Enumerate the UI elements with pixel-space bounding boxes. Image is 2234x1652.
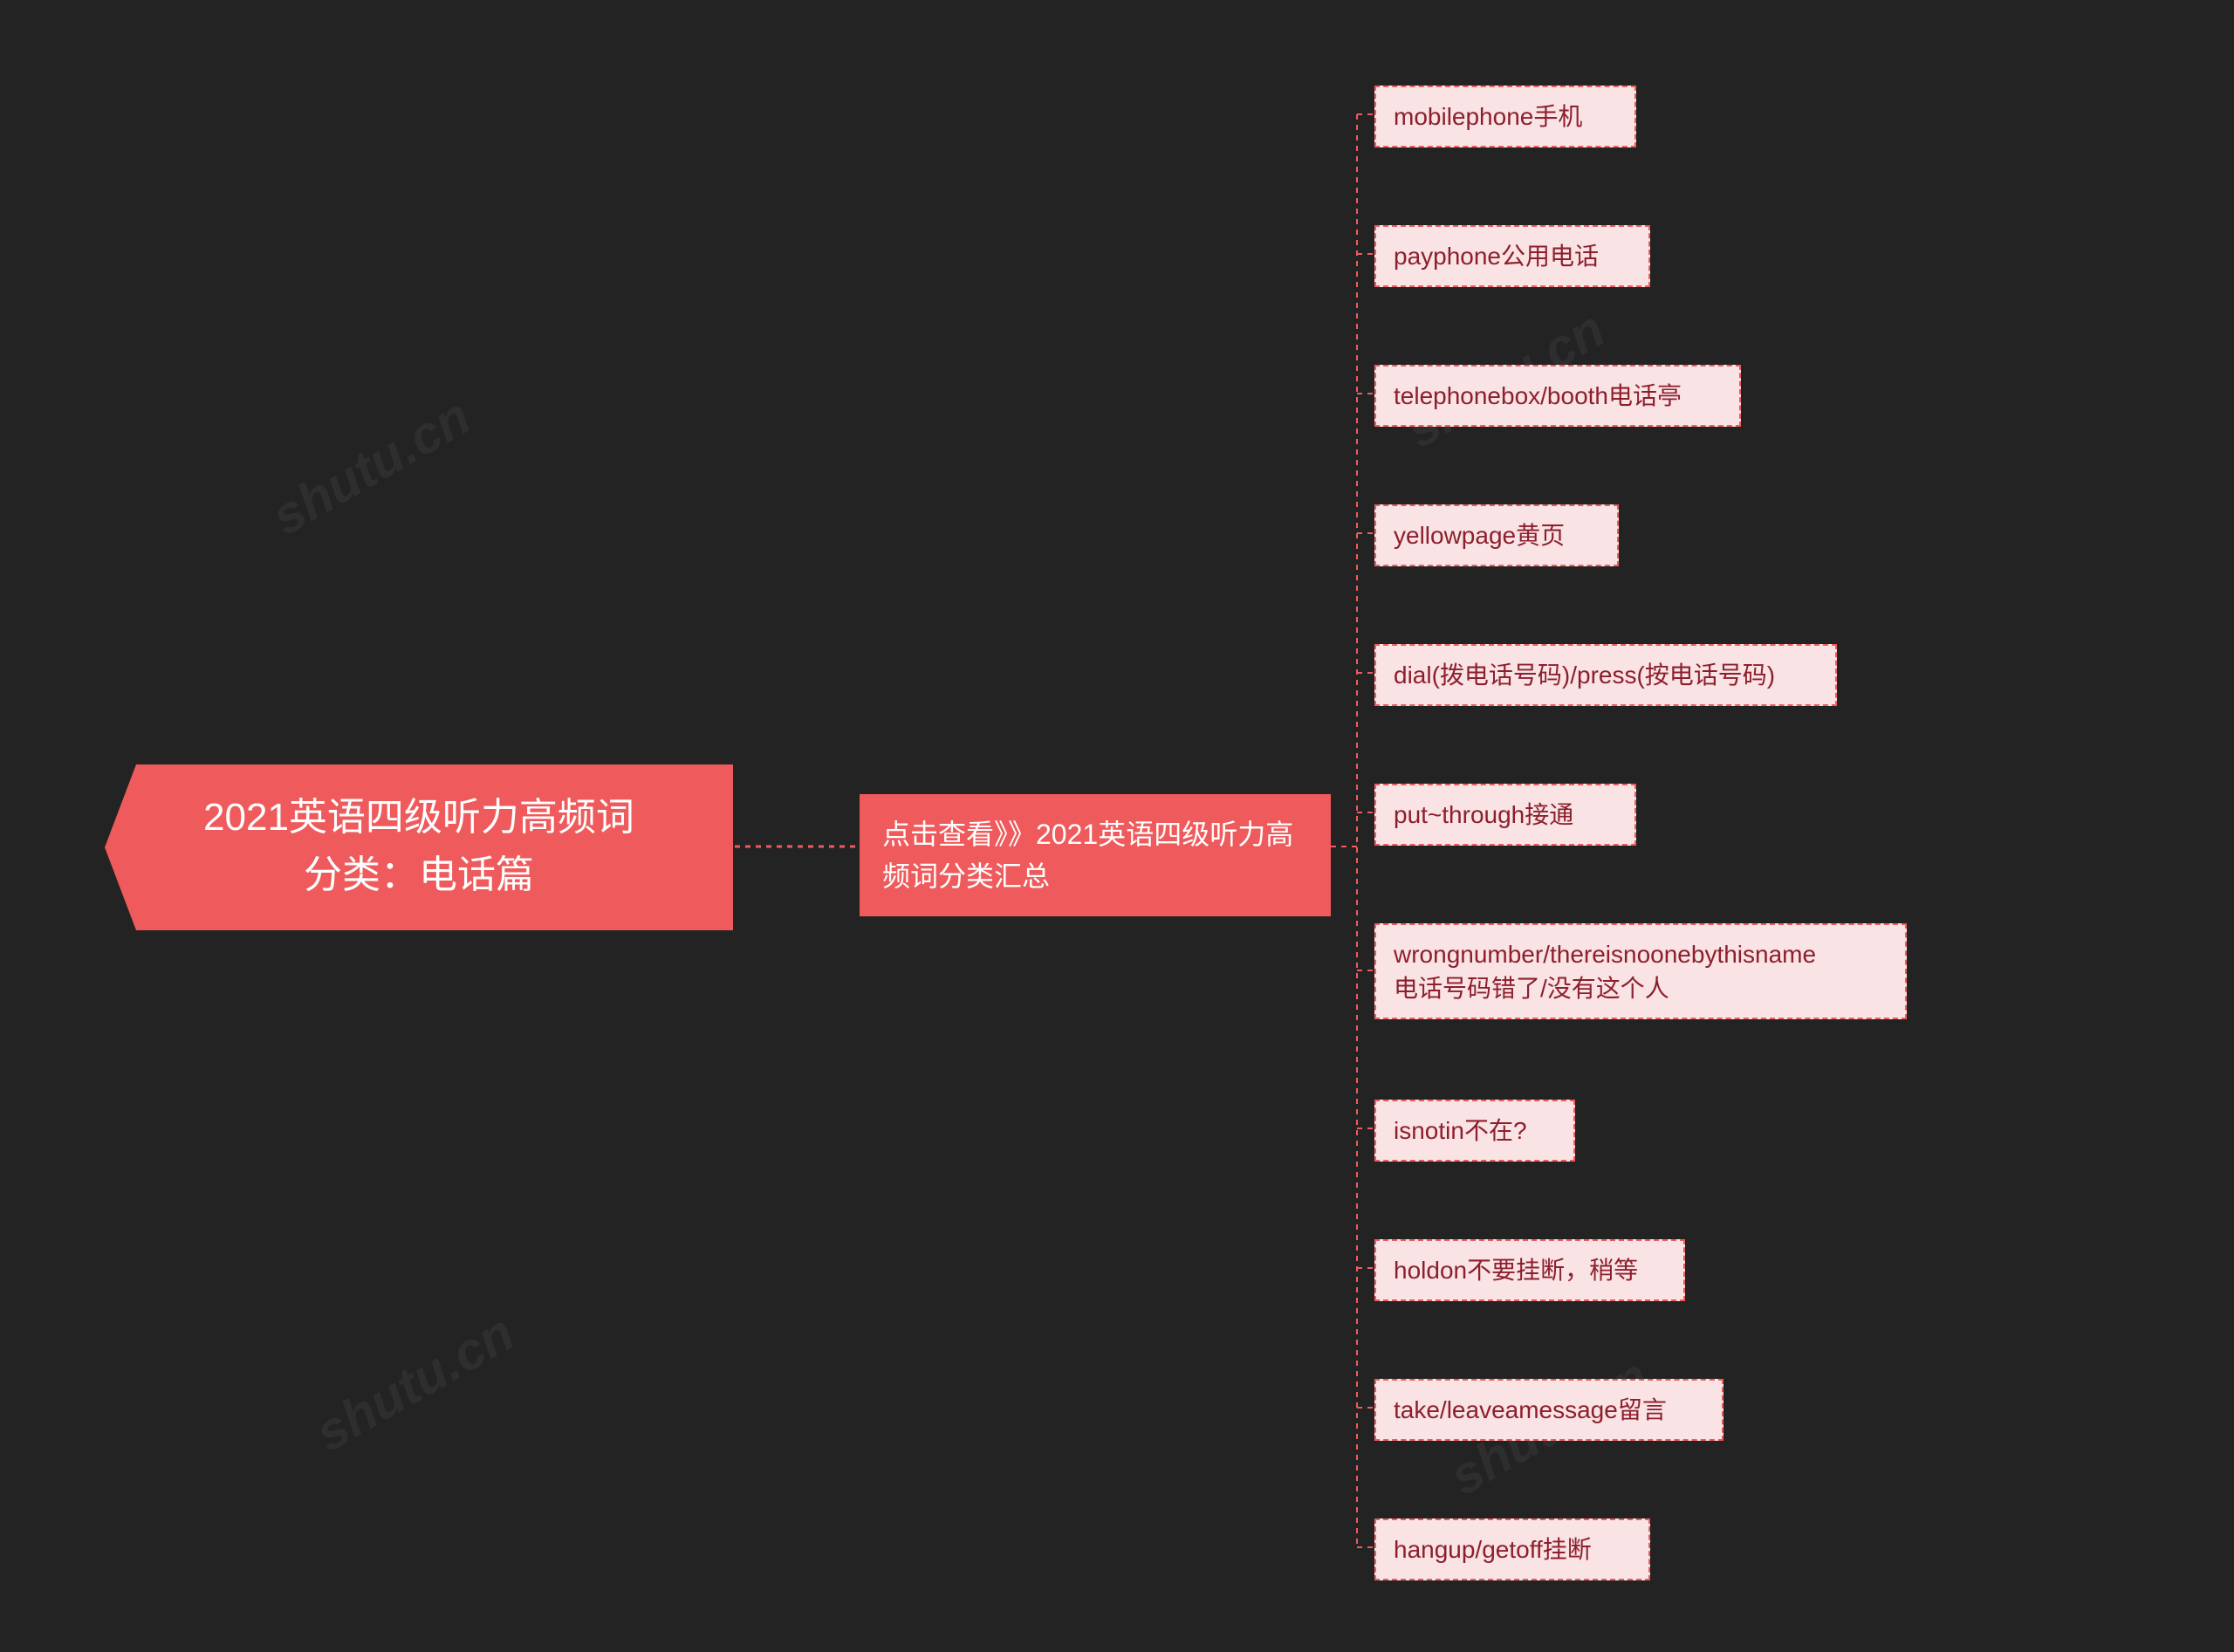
branch-label-line2: 频词分类汇总 bbox=[882, 855, 1308, 897]
watermark: shutu.cn bbox=[261, 386, 480, 547]
leaf-node[interactable]: hangup/getoff挂断 bbox=[1374, 1518, 1650, 1580]
leaf-node[interactable]: put~through接通 bbox=[1374, 784, 1636, 846]
watermark: shutu.cn bbox=[305, 1302, 524, 1463]
leaf-label: mobilephone手机 bbox=[1394, 103, 1582, 130]
leaf-label: dial(拨电话号码)/press(按电话号码) bbox=[1394, 661, 1775, 689]
leaf-label: hangup/getoff挂断 bbox=[1394, 1536, 1592, 1563]
leaf-label: holdon不要挂断，稍等 bbox=[1394, 1257, 1638, 1284]
leaf-label: payphone公用电话 bbox=[1394, 243, 1599, 270]
leaf-node[interactable]: yellowpage黄页 bbox=[1374, 504, 1619, 566]
leaf-node[interactable]: dial(拨电话号码)/press(按电话号码) bbox=[1374, 644, 1837, 706]
leaf-node[interactable]: payphone公用电话 bbox=[1374, 225, 1650, 287]
branch-label-line1: 点击查看》》2021英语四级听力高 bbox=[882, 813, 1308, 855]
branch-node[interactable]: 点击查看》》2021英语四级听力高 频词分类汇总 bbox=[860, 794, 1331, 916]
leaf-node[interactable]: take/leaveamessage留言 bbox=[1374, 1379, 1723, 1441]
leaf-label: isnotin不在? bbox=[1394, 1117, 1527, 1144]
leaf-label: wrongnumber/thereisnoonebythisname 电话号码错… bbox=[1394, 941, 1816, 1002]
leaf-node[interactable]: isnotin不在? bbox=[1374, 1100, 1575, 1162]
leaf-label: put~through接通 bbox=[1394, 801, 1573, 828]
root-label-line1: 2021英语四级听力高频词 bbox=[140, 789, 698, 847]
root-label-line2: 分类：电话篇 bbox=[140, 847, 698, 904]
leaf-node[interactable]: telephonebox/booth电话亭 bbox=[1374, 365, 1741, 427]
leaf-label: take/leaveamessage留言 bbox=[1394, 1396, 1667, 1423]
root-node[interactable]: 2021英语四级听力高频词 分类：电话篇 bbox=[105, 764, 733, 930]
leaf-node[interactable]: holdon不要挂断，稍等 bbox=[1374, 1239, 1685, 1301]
leaf-node[interactable]: wrongnumber/thereisnoonebythisname 电话号码错… bbox=[1374, 923, 1907, 1019]
leaf-label: yellowpage黄页 bbox=[1394, 522, 1565, 549]
leaf-label: telephonebox/booth电话亭 bbox=[1394, 382, 1682, 409]
leaf-node[interactable]: mobilephone手机 bbox=[1374, 86, 1636, 147]
